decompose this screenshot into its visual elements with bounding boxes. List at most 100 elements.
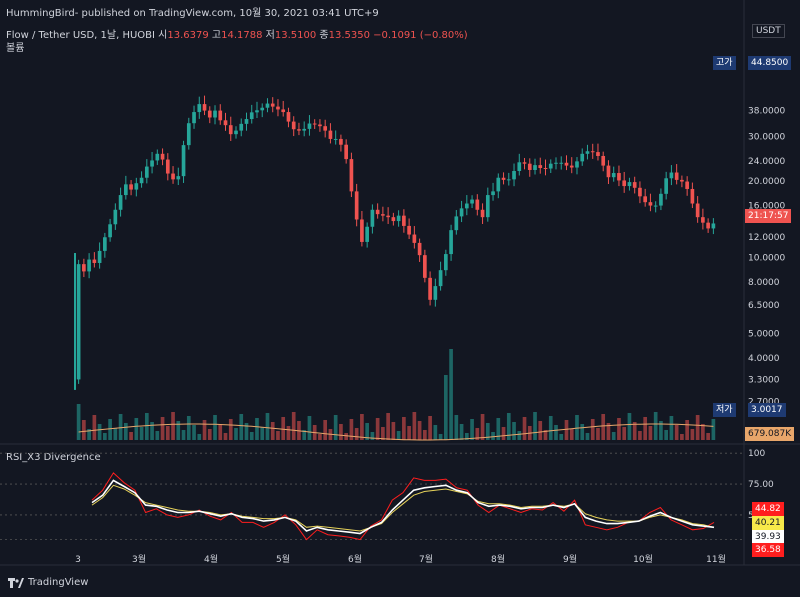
candle-body	[82, 264, 86, 272]
candle-body	[370, 209, 375, 227]
change-value: −0.1091 (−0.80%)	[373, 30, 468, 41]
volume-bar	[192, 425, 196, 440]
candle-body	[590, 151, 595, 153]
candle-body	[139, 177, 144, 184]
volume-bar	[564, 420, 569, 440]
volume-bar	[144, 413, 149, 440]
volume-bar	[653, 412, 658, 440]
volume-bar	[701, 424, 705, 440]
candle-body	[202, 104, 207, 111]
volume-bar	[622, 427, 627, 440]
volume-bar	[659, 421, 663, 440]
volume-bar	[423, 430, 427, 440]
candle-body	[218, 110, 223, 121]
volume-bar	[428, 416, 432, 440]
volume-bar	[695, 415, 700, 440]
volume-bar	[559, 434, 564, 440]
rsi-title[interactable]: RSI_X3 Divergence	[6, 452, 101, 463]
tradingview-logo[interactable]: TradingView	[8, 577, 88, 588]
volume-bar	[155, 431, 160, 440]
currency-label[interactable]: USDT	[752, 24, 785, 38]
volume-bar	[186, 416, 191, 440]
candle-body	[711, 223, 716, 229]
candle-body	[87, 259, 91, 272]
rsi-white-tag: 39.93	[752, 530, 784, 544]
publisher-line: HummingBird- published on TradingView.co…	[6, 8, 379, 19]
price-tick: 5.0000	[748, 330, 780, 340]
rsi-red-tag: 44.82	[752, 502, 784, 516]
candle-body	[653, 205, 658, 207]
volume-bar	[118, 414, 123, 440]
volume-bar	[611, 432, 616, 440]
volume-bar	[438, 434, 443, 440]
volume-bar	[396, 431, 401, 440]
candle-body	[129, 184, 133, 190]
candle-body	[459, 208, 464, 217]
volume-bar	[213, 415, 217, 440]
candle-body	[559, 162, 564, 164]
low-marker-value: 3.0017	[748, 403, 786, 417]
candle-body	[438, 270, 443, 287]
candle-body	[265, 103, 270, 108]
candle-body	[659, 193, 663, 206]
candle-body	[223, 120, 228, 126]
countdown-tag: 21:17:57	[745, 209, 792, 223]
volume-bar	[291, 412, 296, 440]
volume-bar	[370, 432, 375, 440]
candle-body	[97, 250, 102, 263]
candle-body	[349, 159, 354, 192]
volume-bar	[360, 414, 364, 440]
volume-bar	[543, 430, 548, 440]
volume-bar	[265, 413, 270, 440]
volume-bar	[470, 419, 474, 440]
volume-bar	[202, 420, 207, 440]
price-tick: 20.0000	[748, 177, 785, 187]
candle-body	[423, 255, 427, 278]
candle-body	[396, 215, 401, 222]
volume-bar	[454, 415, 459, 440]
volume-bar	[129, 432, 133, 440]
volume-bar	[522, 417, 527, 440]
candle-body	[606, 165, 611, 178]
volume-bar	[444, 375, 448, 440]
candle-body	[228, 125, 233, 135]
volume-bar	[569, 429, 574, 440]
candle-body	[270, 103, 275, 107]
open-label: 시	[158, 30, 168, 41]
volume-bar	[87, 429, 91, 440]
volume-bar	[92, 415, 97, 440]
candle-body	[569, 165, 574, 168]
candle-body	[197, 104, 202, 113]
candle-body	[496, 177, 501, 192]
candle-body	[580, 153, 585, 162]
symbol-name[interactable]: Flow / Tether USD, 1날, HUOBI	[6, 30, 155, 41]
candle-body	[74, 253, 76, 390]
time-tick: 7월	[419, 553, 433, 565]
time-tick: 11월	[706, 553, 726, 565]
symbol-legend: Flow / Tether USD, 1날, HUOBI 시13.6379 고1…	[6, 26, 468, 41]
candle-body	[564, 162, 569, 166]
volume-bar	[517, 431, 522, 440]
volume-bar	[381, 427, 385, 440]
volume-bar	[632, 422, 637, 440]
open-value: 13.6379	[167, 30, 209, 41]
candle-body	[674, 172, 679, 180]
volume-bar	[218, 424, 223, 440]
candle-body	[643, 196, 648, 203]
candle-body	[533, 165, 537, 170]
time-tick: 10월	[633, 553, 653, 565]
volume-bar	[286, 426, 291, 440]
candle-body	[171, 173, 175, 180]
candle-body	[328, 130, 333, 139]
candle-body	[307, 123, 312, 129]
candle-body	[475, 199, 480, 210]
candle-body	[365, 226, 369, 242]
candle-body	[291, 121, 296, 130]
volume-bar	[391, 422, 396, 440]
high-marker-label: 고가	[713, 56, 736, 70]
volume-bar	[580, 424, 585, 440]
volume-bar	[150, 422, 154, 440]
volume-bar	[596, 428, 600, 440]
